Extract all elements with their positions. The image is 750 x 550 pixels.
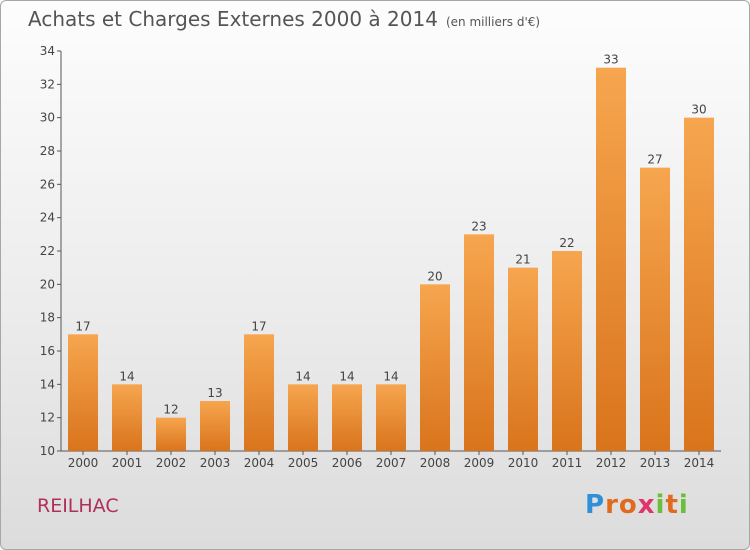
x-tick-label: 2011 bbox=[552, 456, 583, 470]
x-tick-label: 2001 bbox=[112, 456, 143, 470]
logo-letter: P bbox=[585, 490, 606, 520]
bar bbox=[420, 284, 450, 451]
data-label: 12 bbox=[163, 403, 178, 417]
proxiti-logo: Proxiti bbox=[585, 490, 689, 520]
bar bbox=[684, 117, 714, 452]
bar bbox=[244, 334, 274, 451]
x-tick-label: 2007 bbox=[376, 456, 407, 470]
chart-title-text: Achats et Charges Externes 2000 à 2014 bbox=[28, 7, 438, 31]
x-tick-label: 2006 bbox=[332, 456, 363, 470]
data-label: 17 bbox=[75, 319, 90, 333]
bar bbox=[464, 234, 494, 451]
y-tick-label: 14 bbox=[40, 377, 55, 391]
logo-letter: o bbox=[618, 490, 638, 520]
y-tick-label: 18 bbox=[40, 311, 55, 325]
x-tick-label: 2000 bbox=[68, 456, 99, 470]
bar bbox=[288, 384, 318, 451]
chart-title: Achats et Charges Externes 2000 à 2014 (e… bbox=[28, 7, 540, 31]
y-tick-label: 32 bbox=[40, 77, 55, 91]
x-tick-label: 2003 bbox=[200, 456, 231, 470]
bar bbox=[508, 267, 538, 451]
y-tick-label: 22 bbox=[40, 244, 55, 258]
y-tick-label: 16 bbox=[40, 344, 55, 358]
data-label: 13 bbox=[207, 386, 222, 400]
x-tick-label: 2014 bbox=[684, 456, 715, 470]
place-name: REILHAC bbox=[37, 495, 119, 517]
bar bbox=[200, 401, 230, 451]
y-tick-label: 28 bbox=[40, 144, 55, 158]
x-tick-label: 2013 bbox=[640, 456, 671, 470]
data-label: 23 bbox=[471, 219, 486, 233]
x-tick-label: 2009 bbox=[464, 456, 495, 470]
bar bbox=[332, 384, 362, 451]
logo-letter: i bbox=[655, 490, 666, 520]
bar bbox=[376, 384, 406, 451]
bar bbox=[112, 384, 142, 451]
y-tick-label: 30 bbox=[40, 111, 55, 125]
data-label: 30 bbox=[691, 103, 706, 117]
axes: 10 12 14 16 18 20 22 24 26 28 30 32 34 2000 2001 2002 20… bbox=[40, 44, 721, 470]
bar-chart: 10 12 14 16 18 20 22 24 26 28 30 32 34 2000 2001 2002 20… bbox=[40, 44, 721, 470]
y-tick-label: 10 bbox=[40, 444, 55, 458]
data-label: 14 bbox=[295, 369, 310, 383]
bar bbox=[156, 417, 186, 451]
y-tick-label: 20 bbox=[40, 277, 55, 291]
x-tick-label: 2005 bbox=[288, 456, 319, 470]
y-tick-label: 26 bbox=[40, 177, 55, 191]
data-label: 22 bbox=[559, 236, 574, 250]
data-label: 14 bbox=[383, 369, 398, 383]
bar bbox=[596, 67, 626, 452]
logo-letter: r bbox=[605, 490, 619, 520]
data-label: 14 bbox=[119, 369, 134, 383]
x-tick-label: 2004 bbox=[244, 456, 275, 470]
logo-letter: i bbox=[678, 490, 689, 520]
x-tick-label: 2008 bbox=[420, 456, 451, 470]
data-label: 14 bbox=[339, 369, 354, 383]
y-tick-label: 34 bbox=[40, 44, 55, 58]
data-label: 33 bbox=[603, 53, 618, 67]
bar bbox=[552, 251, 582, 451]
logo-letter: t bbox=[665, 490, 679, 520]
data-label: 27 bbox=[647, 153, 662, 167]
data-label: 20 bbox=[427, 269, 442, 283]
bar bbox=[68, 334, 98, 451]
chart-unit: (en milliers d'€) bbox=[445, 15, 541, 29]
x-tick-label: 2002 bbox=[156, 456, 187, 470]
data-label: 21 bbox=[515, 253, 530, 267]
y-tick-label: 12 bbox=[40, 411, 55, 425]
logo-letter: x bbox=[637, 490, 656, 520]
x-tick-label: 2010 bbox=[508, 456, 539, 470]
bar bbox=[640, 167, 670, 451]
y-tick-label: 24 bbox=[40, 211, 55, 225]
data-labels: 17 14 12 13 17 14 14 14 20 23 21 22 33 27 30 bbox=[75, 53, 706, 417]
bars bbox=[68, 67, 714, 452]
x-tick-label: 2012 bbox=[596, 456, 627, 470]
data-label: 17 bbox=[251, 319, 266, 333]
